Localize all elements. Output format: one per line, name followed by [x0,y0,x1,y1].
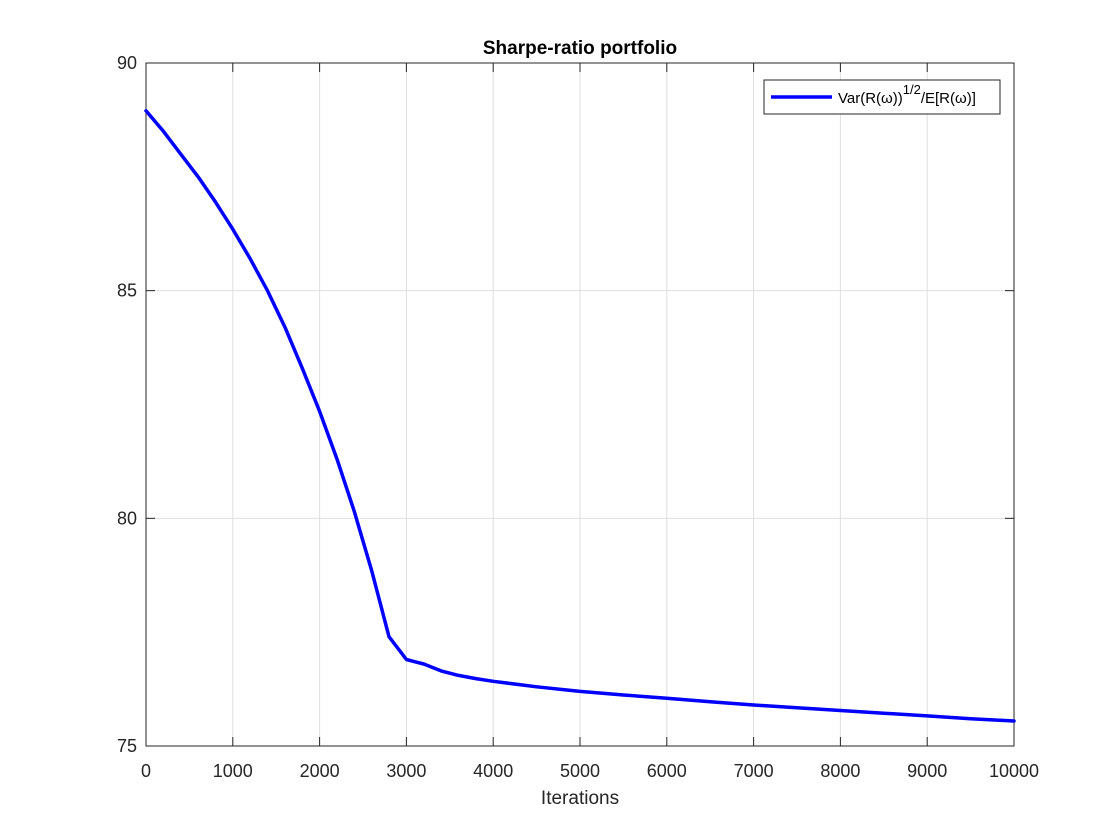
x-tick-label: 5000 [560,761,600,781]
legend-label-superscript: 1/2 [903,82,921,97]
x-tick-label: 9000 [907,761,947,781]
axis-ticks: 0 1000 2000 3000 4000 5000 6000 7000 8000 9000 100… [117,53,1039,781]
grid [145,62,1015,747]
y-tick-label: 80 [117,508,137,528]
x-tick-label: 1000 [213,761,253,781]
x-tick-label: 3000 [386,761,426,781]
legend: Var(R(ω))1/2/E[R(ω)] [763,79,1001,115]
legend-label-base: Var(R(ω)) [838,90,903,107]
series-layer [144,109,1016,723]
x-tick-label: 8000 [820,761,860,781]
chart-title: Sharpe-ratio portfolio [483,38,677,59]
x-axis-label: Iterations [541,788,619,809]
y-tick-label: 85 [117,281,137,301]
x-tick-label: 7000 [734,761,774,781]
x-tick-label: 10000 [989,761,1039,781]
legend-label-tail: /E[R(ω)] [921,90,976,107]
x-tick-label: 2000 [300,761,340,781]
x-tick-label: 4000 [473,761,513,781]
y-tick-label: 90 [117,53,137,73]
legend-entry-label: Var(R(ω))1/2/E[R(ω)] [838,82,976,107]
x-tick-label: 0 [141,761,151,781]
x-tick-label: 6000 [647,761,687,781]
series-line [144,109,1016,723]
y-tick-label: 75 [117,736,137,756]
